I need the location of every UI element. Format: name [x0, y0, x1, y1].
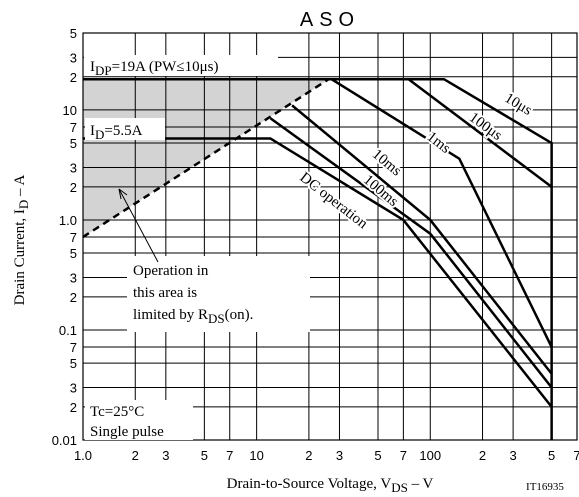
- y-tick-label: 5: [70, 26, 77, 41]
- x-tick-label: 5: [548, 448, 555, 463]
- text-part: limited by R: [133, 307, 208, 323]
- y-tick-label: 3: [70, 270, 77, 285]
- subscript: D: [95, 127, 104, 142]
- subscript: DP: [95, 63, 112, 78]
- series-label: 10μs: [502, 90, 535, 119]
- x-tick-label: 100: [419, 448, 441, 463]
- x-tick-label: 5: [374, 448, 381, 463]
- area-note: Operation in: [133, 263, 209, 279]
- y-tick-label: 5: [70, 246, 77, 261]
- y-tick-label: 2: [70, 400, 77, 415]
- series-line: [269, 117, 553, 389]
- id-label: ID=5.5A: [90, 123, 143, 142]
- y-tick-label: 3: [70, 160, 77, 175]
- label-box: [85, 118, 165, 140]
- y-tick-label: 5: [70, 356, 77, 371]
- area-note: limited by RDS(on).: [133, 307, 253, 326]
- y-tick-label: 2: [70, 70, 77, 85]
- x-tick-label: 5: [201, 448, 208, 463]
- y-tick-label: 2: [70, 290, 77, 305]
- rds-limit-line: [82, 78, 330, 239]
- y-tick-label: 7: [70, 230, 77, 245]
- x-tick-label: 2: [132, 448, 139, 463]
- arrow-head: [118, 188, 128, 200]
- y-tick-label: 3: [70, 381, 77, 396]
- text-part: =5.5A: [104, 123, 142, 139]
- condition: Single pulse: [90, 424, 164, 440]
- label-box: [85, 400, 193, 440]
- x-axis-label: Drain-to-Source Voltage, VDS – V: [227, 476, 434, 495]
- series-line: [330, 78, 553, 348]
- chart-title: ASO: [300, 9, 360, 31]
- x-tick-label: 7: [226, 448, 233, 463]
- y-tick-label: 5: [70, 136, 77, 151]
- series-line: [407, 78, 553, 188]
- text-part: =19A (PW≤10μs): [112, 59, 219, 75]
- y-tick-label: 0.1: [59, 323, 77, 338]
- x-tick-label: 2: [305, 448, 312, 463]
- y-tick-label: 1.0: [59, 213, 77, 228]
- x-tick-label: 7: [400, 448, 407, 463]
- text-part: I: [90, 123, 95, 139]
- x-tick-label: 3: [336, 448, 343, 463]
- lines: [82, 77, 553, 440]
- x-tick-label: 2: [479, 448, 486, 463]
- x-tick-label: 3: [509, 448, 516, 463]
- y-tick-label: 7: [70, 120, 77, 135]
- series-line: [83, 77, 553, 440]
- text-part: – A: [12, 175, 28, 200]
- condition: Tc=25°C: [90, 404, 144, 420]
- y-tick-label: 3: [70, 50, 77, 65]
- label-box: [127, 256, 310, 332]
- y-axis-label: Drain Current, ID – A: [12, 175, 31, 306]
- text-part: Drain Current, I: [12, 209, 28, 305]
- label-box: [84, 55, 278, 76]
- idp-label: IDP=19A (PW≤10μs): [90, 59, 218, 78]
- area-note: this area is: [133, 285, 197, 301]
- subscript: D: [16, 200, 31, 209]
- y-tick-label: 10: [63, 103, 77, 118]
- x-tick-label: 3: [162, 448, 169, 463]
- text-part: Operation in: [133, 263, 209, 279]
- code: IT16935: [526, 481, 564, 493]
- x-tick-label: 7: [573, 448, 579, 463]
- grid: [82, 32, 578, 441]
- y-tick-label: 2: [70, 180, 77, 195]
- subscript: DS: [391, 480, 408, 495]
- y-tick-label: 7: [70, 340, 77, 355]
- x-tick-label: 1.0: [74, 448, 92, 463]
- series-line: [291, 104, 553, 375]
- text-part: Drain-to-Source Voltage, V: [227, 476, 392, 492]
- series-label: DC operation: [297, 170, 371, 233]
- y-tick-label: 0.01: [52, 433, 77, 448]
- text-part: this area is: [133, 285, 197, 301]
- series-line: [83, 137, 553, 408]
- text-part: – V: [408, 476, 434, 492]
- x-tick-label: 10: [249, 448, 263, 463]
- text-part: I: [90, 59, 95, 75]
- text-part: (on).: [225, 307, 254, 323]
- subscript: DS: [208, 311, 225, 326]
- arrow-shaft: [118, 188, 159, 263]
